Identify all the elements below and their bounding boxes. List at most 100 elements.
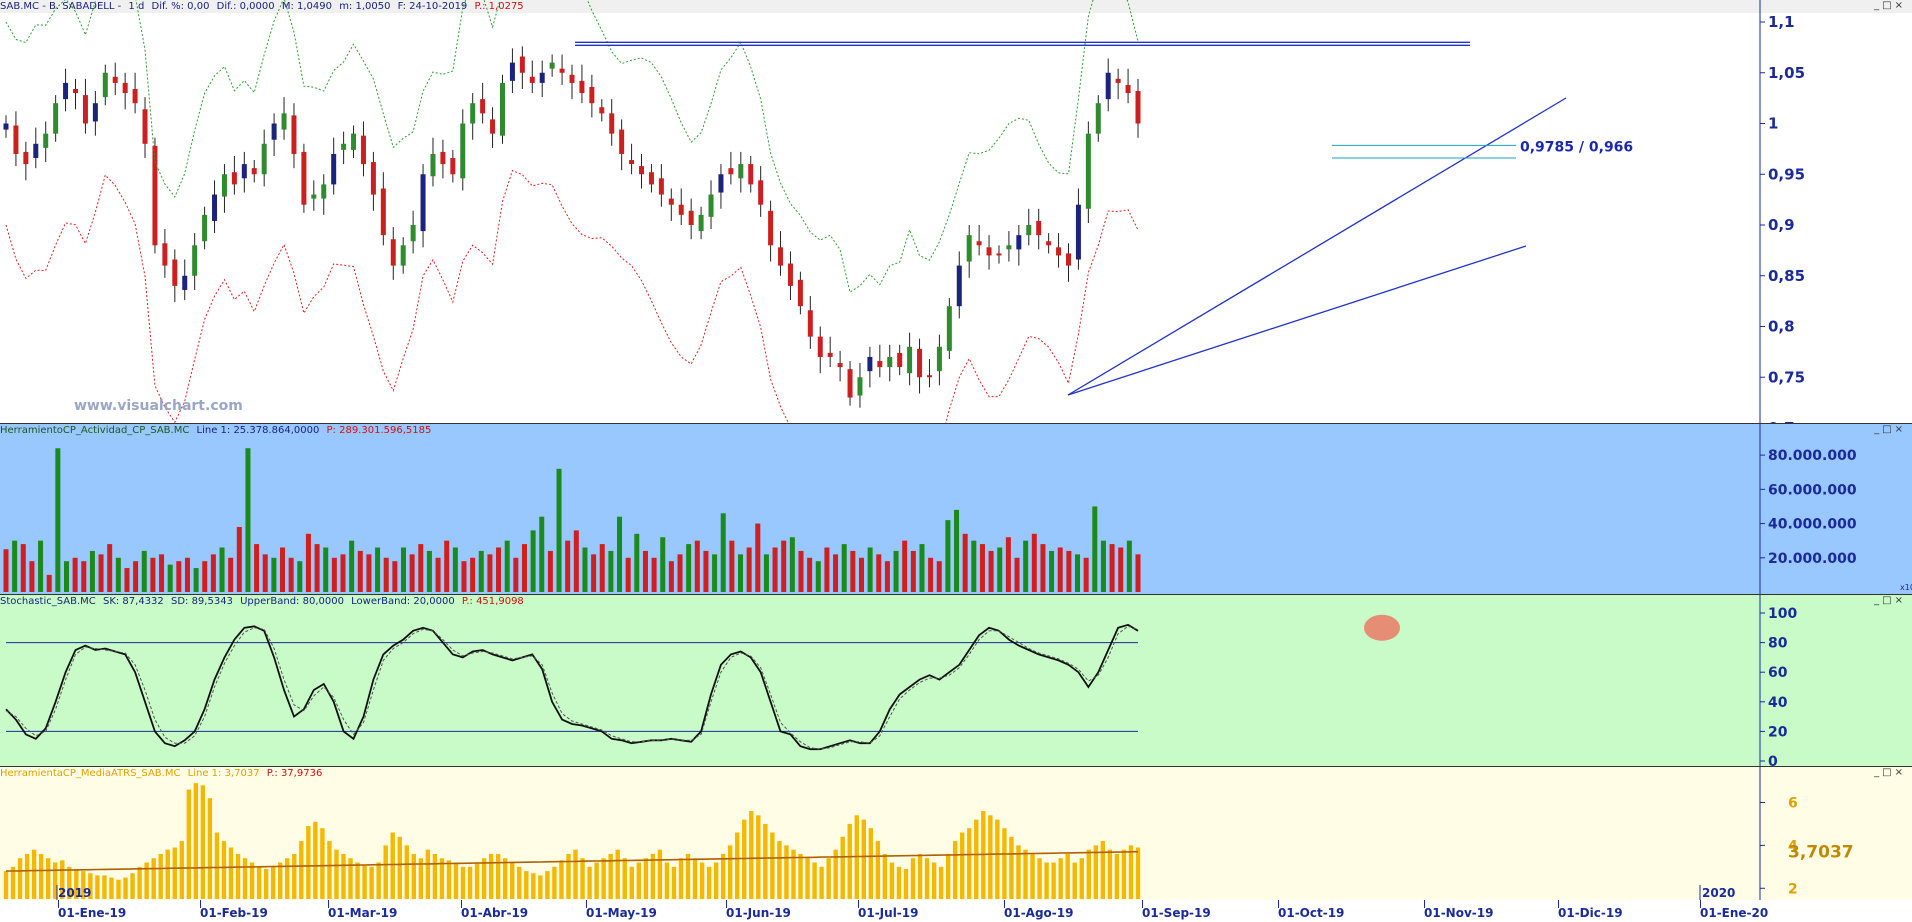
- atr-bar: [931, 862, 937, 899]
- atr-bar: [819, 866, 824, 899]
- candle-body: [63, 82, 69, 100]
- volume-bar: [349, 540, 355, 592]
- atr-bar: [193, 783, 199, 899]
- atr-bar: [242, 858, 248, 899]
- candle-body: [658, 178, 664, 195]
- volume-bar: [323, 547, 329, 592]
- price-panel[interactable]: SAB.MC - B. SABADELL - 1 d Dif. %: 0,00 …: [0, 0, 1912, 423]
- candle-body: [1016, 235, 1022, 250]
- stoch-y-tick-label: 40: [1768, 695, 1788, 711]
- atr-bar: [299, 841, 304, 899]
- atr-bar: [334, 849, 339, 899]
- stoch-p: P.: 451,9098: [461, 596, 524, 607]
- atr-bar: [974, 819, 979, 899]
- volume-bar: [236, 526, 242, 592]
- volume-window-buttons[interactable]: _□×: [1874, 424, 1906, 435]
- candle-body: [132, 88, 138, 104]
- volume-bar: [1049, 550, 1055, 592]
- dif-label: Dif.: 0,0000: [216, 1, 275, 12]
- volume-bar: [150, 557, 156, 592]
- atr-bar: [495, 853, 501, 899]
- atr-bar: [552, 866, 557, 899]
- candle-body: [877, 361, 883, 368]
- volume-y-tick-label: 40.000.000: [1768, 517, 1857, 533]
- atr-bar: [3, 871, 9, 899]
- atr-bar: [45, 858, 51, 899]
- volume-bar: [357, 550, 363, 592]
- atr-bar: [664, 862, 670, 899]
- candle-body: [490, 119, 496, 134]
- atr-window-buttons[interactable]: _□×: [1874, 767, 1906, 778]
- stochastic-panel[interactable]: Stochastic_SAB.MC SK: 87,4332 SD: 89,534…: [0, 594, 1912, 766]
- x-axis-label: 01-Jun-19: [726, 906, 791, 920]
- volume-bar: [807, 557, 813, 592]
- volume-bar: [1031, 533, 1037, 592]
- atr-bar: [1044, 862, 1049, 899]
- candle-body: [480, 99, 486, 114]
- candle-body: [470, 103, 476, 124]
- candle-body: [946, 306, 952, 351]
- volume-bar: [902, 540, 908, 592]
- candle-body: [619, 129, 625, 154]
- atr-bar: [439, 858, 445, 899]
- atr-bar: [685, 853, 691, 899]
- atr-bar: [17, 858, 23, 899]
- atr-bar: [221, 841, 227, 899]
- candle-body: [639, 166, 645, 175]
- atr-bar: [657, 849, 663, 899]
- atr-p-value: P.: 37,9736: [266, 768, 323, 779]
- atr-bar: [622, 858, 627, 899]
- candle-body: [53, 103, 59, 134]
- volume-y-tick-label: 80.000.000: [1768, 448, 1857, 464]
- candle-body: [539, 72, 545, 83]
- volume-bar: [124, 568, 130, 592]
- candle-body: [1026, 225, 1032, 236]
- volume-bar: [1014, 557, 1020, 592]
- atr-bar: [875, 841, 881, 899]
- volume-bar: [81, 561, 87, 592]
- volume-bar: [219, 547, 225, 592]
- stochastic-panel-header: Stochastic_SAB.MC SK: 87,4332 SD: 89,534…: [0, 595, 1912, 608]
- volume-bar: [547, 550, 553, 592]
- candle-body: [251, 168, 257, 175]
- price-window-buttons[interactable]: _□×: [1874, 0, 1906, 11]
- volume-bar: [1092, 506, 1098, 592]
- atr-panel[interactable]: HerramientaCP_MediaATRS_SAB.MC Line 1: 3…: [0, 766, 1912, 901]
- atr-bar: [172, 847, 177, 899]
- atr-bar: [214, 832, 220, 899]
- volume-bar: [496, 547, 502, 592]
- volume-panel[interactable]: HerramientoCP_Actividad_CP_SAB.MC Line 1…: [0, 423, 1912, 594]
- volume-bar: [245, 448, 251, 592]
- atr-bar: [636, 862, 641, 899]
- volume-bar: [997, 547, 1003, 592]
- candle-body: [172, 259, 178, 286]
- volume-bar: [694, 540, 700, 592]
- atr-bar: [60, 860, 65, 899]
- atr-bar: [369, 866, 374, 899]
- candle-body: [827, 352, 833, 357]
- stoch-y-tick-label: 60: [1768, 665, 1788, 681]
- atr-bar: [327, 841, 332, 899]
- price-panel-header: SAB.MC - B. SABADELL - 1 d Dif. %: 0,00 …: [0, 0, 1912, 13]
- candle-body: [648, 172, 654, 185]
- stoch-window-buttons[interactable]: _□×: [1874, 595, 1906, 606]
- atr-bar: [446, 860, 452, 899]
- x-axis-label: 01-Sep-19: [1142, 906, 1211, 920]
- atr-bar: [186, 789, 192, 899]
- stoch-y-tick-label: 0: [1768, 754, 1778, 766]
- volume-bar: [573, 530, 579, 592]
- atr-bar: [1023, 849, 1028, 899]
- volume-bar: [686, 544, 692, 592]
- volume-bar: [513, 557, 519, 592]
- volume-bar: [280, 547, 286, 592]
- atr-bar: [826, 858, 831, 899]
- atr-bar: [952, 841, 958, 899]
- candle-body: [768, 210, 774, 246]
- candle-body: [231, 172, 237, 185]
- p-label: P.: 1,0275: [474, 1, 524, 12]
- atr-bar: [67, 866, 72, 899]
- atr-bar: [840, 836, 845, 899]
- volume-bar: [115, 557, 121, 592]
- price-y-tick-label: 0,8: [1768, 318, 1795, 336]
- candle-body: [400, 245, 406, 266]
